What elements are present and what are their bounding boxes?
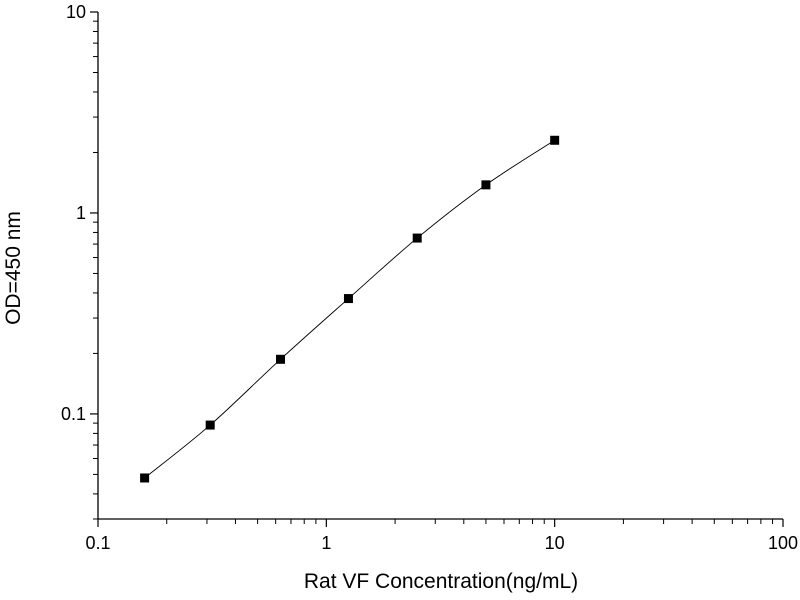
y-tick-label: 1 [76, 203, 86, 223]
data-point [412, 233, 422, 243]
x-axis-ticks: 0.1 1 10 100 [85, 519, 798, 553]
data-point [481, 180, 491, 190]
plot-frame [97, 12, 783, 520]
series-layer [140, 135, 560, 483]
data-point [276, 354, 286, 364]
data-point [205, 420, 215, 430]
y-axis-ticks: 0.1 1 10 [61, 2, 98, 520]
x-tick-label: 0.1 [85, 533, 110, 553]
data-point [140, 473, 150, 483]
x-tick-label: 1 [321, 533, 331, 553]
x-tick-label: 100 [768, 533, 798, 553]
y-tick-label: 0.1 [61, 404, 86, 424]
data-point [343, 294, 353, 304]
data-point [550, 135, 560, 145]
x-tick-label: 10 [545, 533, 565, 553]
y-tick-label: 10 [66, 2, 86, 22]
x-axis-title: Rat VF Concentration(ng/mL) [304, 570, 578, 593]
y-axis-title: OD=450 nm [2, 211, 25, 325]
